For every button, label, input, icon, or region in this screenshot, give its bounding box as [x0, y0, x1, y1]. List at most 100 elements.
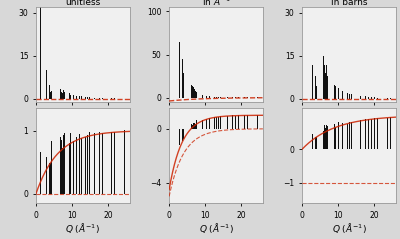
Bar [390, 117, 391, 149]
Bar [111, 132, 112, 194]
Bar [212, 97, 213, 98]
Bar [52, 149, 53, 194]
Bar [114, 98, 115, 99]
Bar [179, 129, 180, 145]
Bar [62, 93, 63, 99]
Bar [61, 92, 62, 99]
Bar [323, 131, 324, 149]
Bar [69, 143, 70, 194]
Bar [335, 86, 336, 99]
Bar [76, 137, 77, 194]
Bar [192, 125, 193, 129]
Bar [79, 134, 80, 194]
Bar [81, 96, 82, 99]
Bar [183, 129, 184, 140]
Bar [202, 95, 203, 98]
Bar [193, 87, 194, 98]
Bar [83, 136, 84, 194]
Bar [377, 118, 378, 149]
Bar [232, 97, 233, 98]
Bar [209, 118, 210, 129]
Bar [114, 132, 115, 194]
Bar [206, 119, 207, 129]
Bar [220, 116, 221, 129]
Bar [49, 163, 50, 194]
Bar [64, 92, 65, 99]
Bar [81, 138, 82, 194]
Bar [232, 115, 233, 129]
X-axis label: $Q$ ($\AA^{-1}$): $Q$ ($\AA^{-1}$) [332, 221, 366, 235]
Bar [46, 70, 47, 99]
Bar [387, 98, 388, 99]
Bar [363, 96, 364, 99]
Bar [94, 98, 95, 99]
Bar [40, 152, 41, 194]
Bar [59, 92, 60, 99]
Bar [323, 56, 324, 99]
Bar [214, 97, 215, 98]
Bar [235, 116, 236, 129]
Bar [40, 7, 41, 99]
Bar [371, 97, 372, 99]
Bar [64, 133, 65, 194]
Bar [105, 132, 106, 194]
Bar [70, 133, 71, 194]
Bar [390, 98, 391, 99]
Bar [76, 96, 77, 99]
Bar [83, 97, 84, 99]
Bar [195, 91, 196, 98]
Bar [316, 137, 317, 149]
Bar [311, 139, 312, 149]
Bar [191, 85, 192, 98]
Bar [244, 115, 245, 129]
Bar [349, 94, 350, 99]
Bar [209, 96, 210, 98]
Bar [184, 129, 185, 132]
Bar [321, 70, 322, 99]
Bar [52, 76, 53, 99]
Bar [324, 125, 325, 149]
Bar [315, 137, 316, 149]
Bar [69, 93, 70, 99]
Bar [368, 97, 369, 99]
Bar [63, 135, 64, 194]
Bar [193, 123, 194, 129]
Bar [325, 73, 326, 99]
Bar [371, 119, 372, 149]
Bar [321, 130, 322, 149]
Bar [196, 120, 197, 129]
Bar [342, 123, 343, 149]
Bar [105, 98, 106, 99]
Bar [94, 133, 95, 194]
Bar [325, 128, 326, 149]
Bar [73, 141, 74, 194]
Bar [182, 59, 183, 98]
Bar [195, 124, 196, 129]
Bar [214, 117, 215, 129]
Bar [79, 96, 80, 99]
Bar [59, 144, 60, 194]
Bar [196, 92, 197, 98]
Bar [85, 97, 86, 99]
Bar [183, 73, 184, 98]
Bar [182, 129, 183, 141]
Bar [312, 65, 313, 99]
Bar [50, 163, 51, 194]
Bar [61, 141, 62, 194]
Bar [99, 132, 100, 194]
Bar [328, 130, 329, 149]
Bar [70, 95, 71, 99]
Bar [206, 96, 207, 98]
Bar [342, 91, 343, 99]
Bar [241, 115, 242, 129]
Bar [66, 133, 67, 194]
Bar [360, 96, 361, 99]
Bar [349, 122, 350, 149]
Bar [312, 134, 313, 149]
Bar [368, 120, 369, 149]
Bar [194, 89, 195, 98]
Bar [87, 97, 88, 99]
Bar [335, 127, 336, 149]
Bar [111, 98, 112, 99]
Bar [220, 97, 221, 98]
